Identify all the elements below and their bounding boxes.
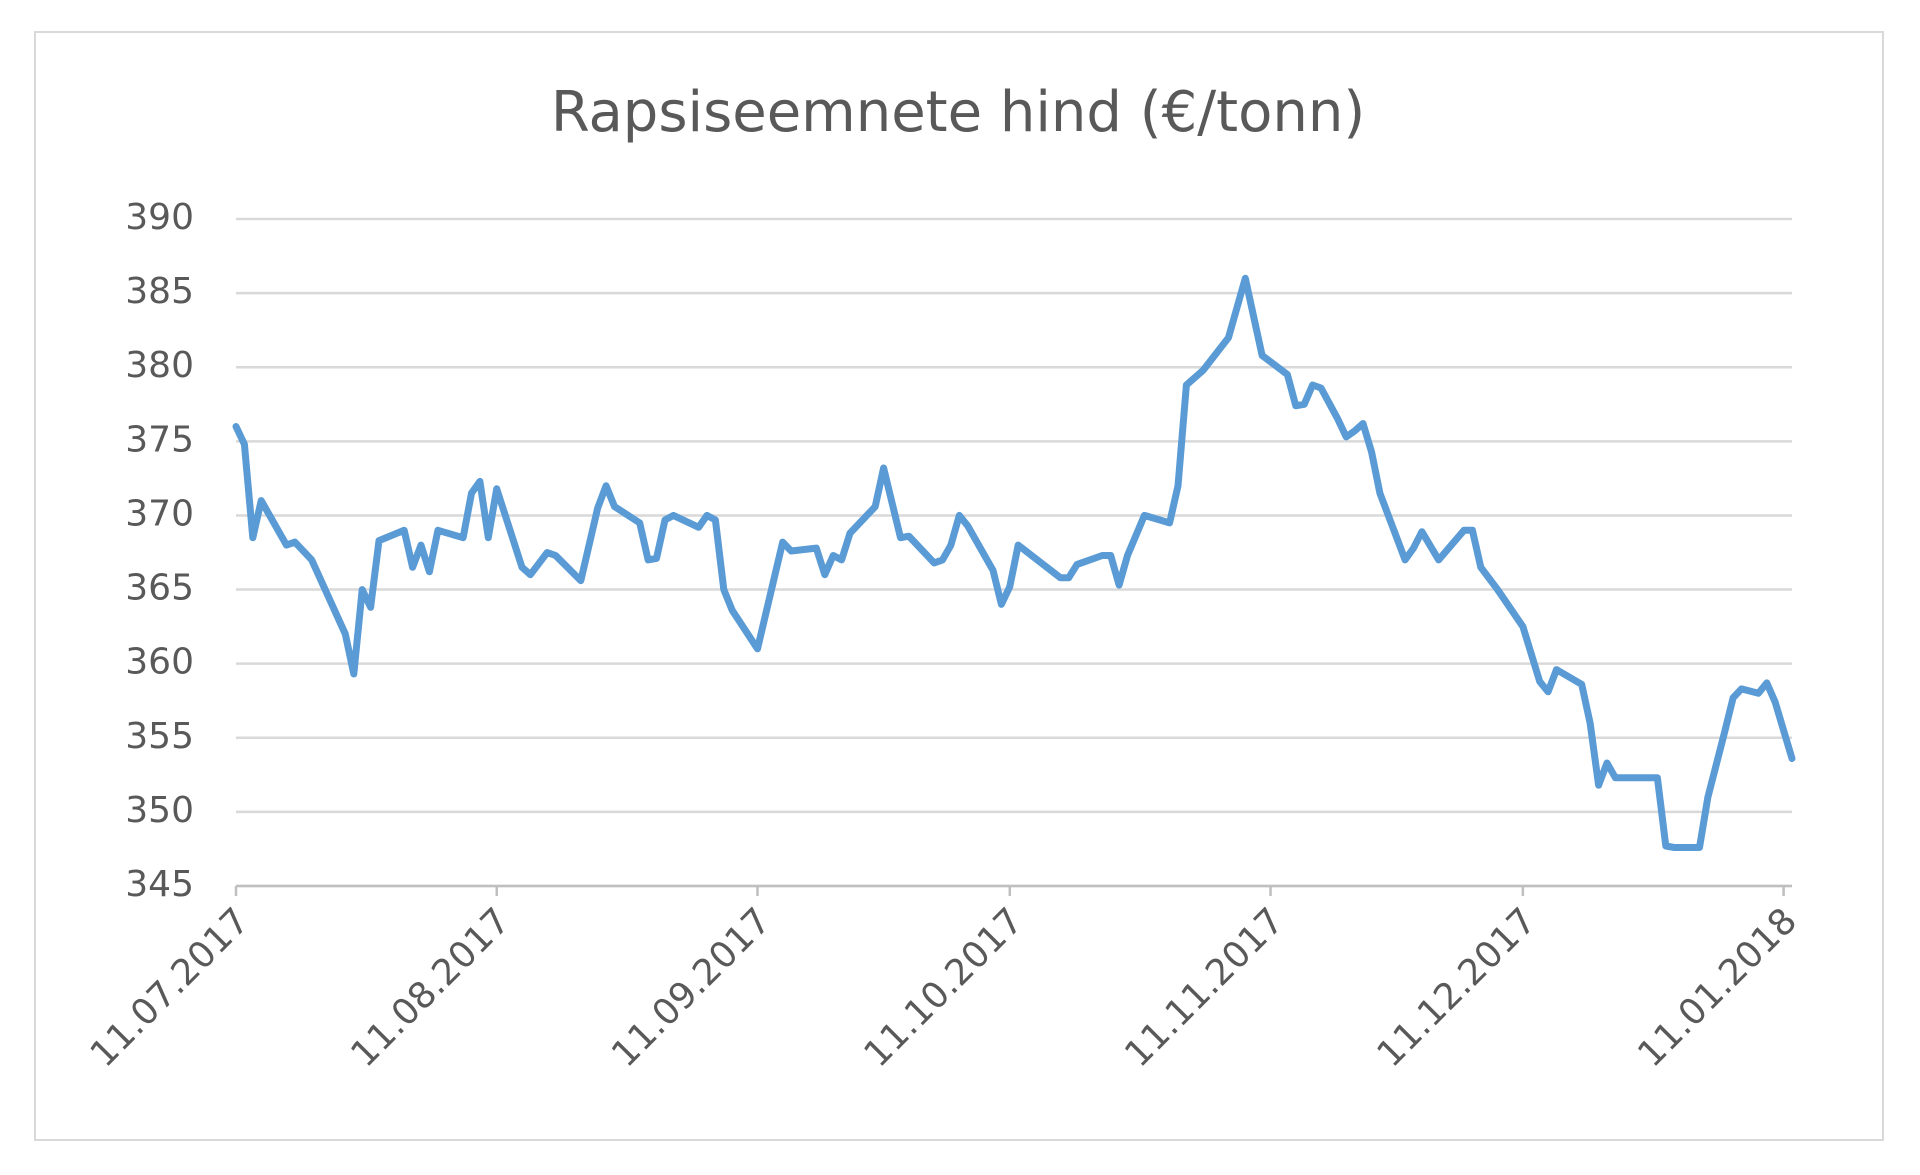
chart-title: Rapsiseemnete hind (€/tonn) (551, 80, 1365, 145)
price-line (232, 274, 1796, 851)
y-tick-label: 375 (125, 419, 194, 460)
y-tick-label: 385 (125, 271, 194, 312)
y-tick-label: 360 (125, 642, 194, 683)
y-tick-label: 370 (125, 493, 194, 534)
y-tick-label: 365 (125, 568, 194, 609)
y-tick-label: 355 (125, 716, 194, 757)
y-tick-label: 350 (125, 790, 194, 831)
y-tick-label: 390 (125, 197, 194, 238)
chart-frame (34, 31, 1884, 1141)
y-tick-label: 380 (125, 345, 194, 386)
y-tick-label: 345 (125, 864, 194, 905)
